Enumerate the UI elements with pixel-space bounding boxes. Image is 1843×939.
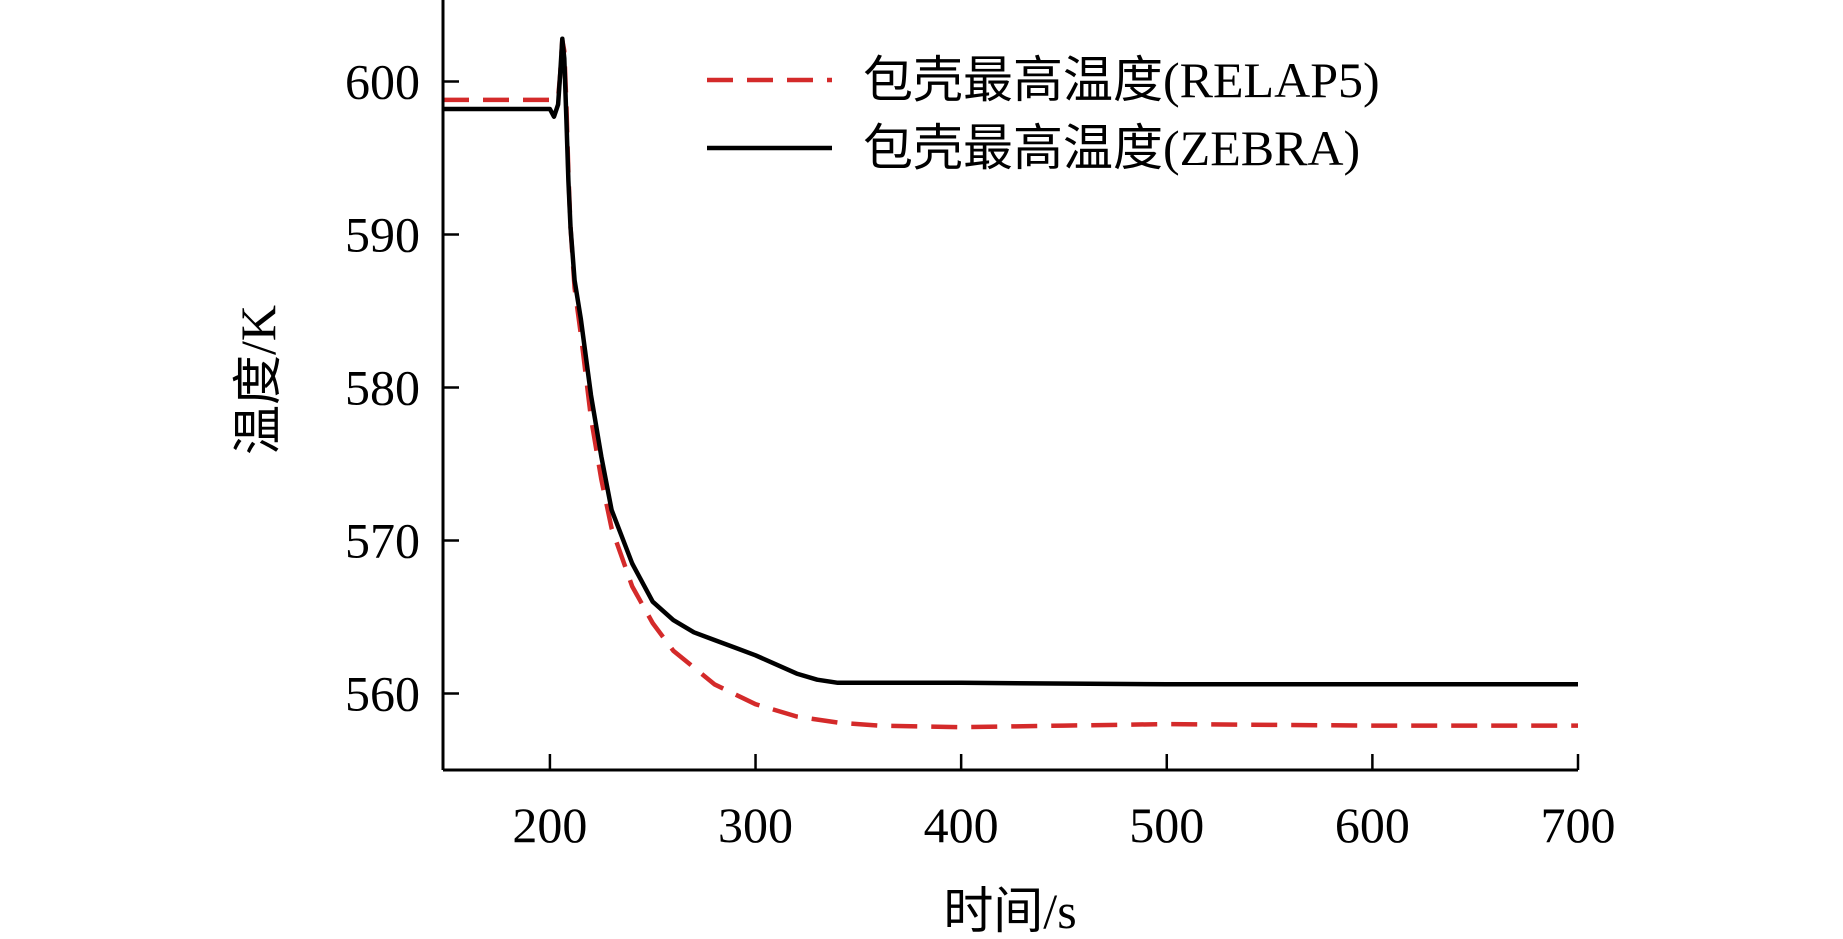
x-tick-label: 500 — [1129, 797, 1204, 853]
axes: 200 300 400 500 600 700 560 570 580 590 600 — [345, 0, 1616, 853]
x-tick-label: 400 — [924, 797, 999, 853]
legend-label-relap5: 包壳最高温度(RELAP5) — [863, 52, 1380, 108]
x-tick-label: 200 — [512, 797, 587, 853]
legend-label-zebra: 包壳最高温度(ZEBRA) — [863, 120, 1360, 176]
y-tick-label: 600 — [345, 54, 420, 110]
y-ticks: 560 570 580 590 600 — [345, 54, 459, 722]
y-tick-label: 560 — [345, 666, 420, 722]
series-line-zebra — [443, 36, 1578, 687]
x-axis-label: 时间/s — [943, 883, 1076, 939]
x-ticks: 200 300 400 500 600 700 — [512, 754, 1616, 853]
y-tick-label: 590 — [345, 207, 420, 263]
y-tick-label: 580 — [345, 360, 420, 416]
y-tick-label: 570 — [345, 513, 420, 569]
legend: 包壳最高温度(RELAP5) 包壳最高温度(ZEBRA) — [707, 52, 1380, 176]
y-axis-label: 温度/K — [230, 305, 286, 455]
x-tick-label: 700 — [1541, 797, 1616, 853]
x-tick-label: 300 — [718, 797, 793, 853]
plot-area — [443, 36, 1578, 730]
x-tick-label: 600 — [1335, 797, 1410, 853]
